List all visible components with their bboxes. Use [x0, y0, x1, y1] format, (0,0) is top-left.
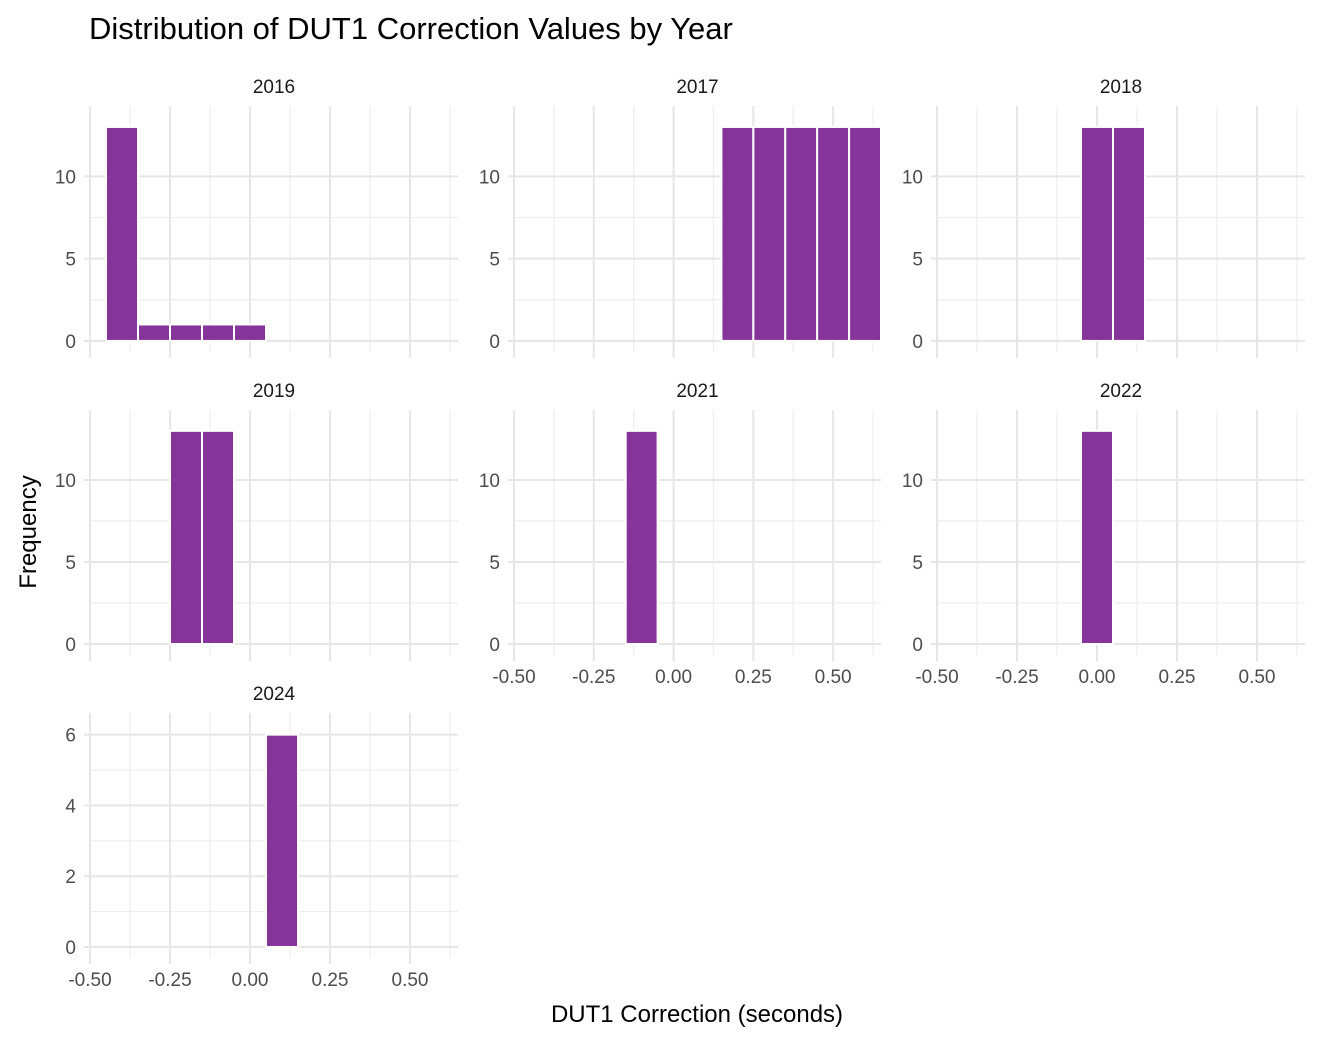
x-tick-label: 0.00	[232, 970, 269, 991]
facet-panel-2019: 0 5 10 2019	[55, 381, 458, 661]
x-tick-label: -0.25	[572, 667, 615, 688]
histogram-bar	[169, 323, 203, 342]
facet-panel-2024: 0 2 4 6 2024 -0.50 -0.25 0.00 0.25 0.50	[65, 684, 458, 991]
y-tick-label: 0	[912, 332, 923, 353]
y-tick-label: 0	[65, 332, 76, 353]
x-tick-label: 0.25	[312, 970, 349, 991]
facet-panel-2017: 0 5 10 2017	[479, 77, 883, 358]
x-tick-label: 0.25	[1159, 667, 1196, 688]
y-tick-label: 5	[912, 250, 923, 271]
x-tick-label: -0.25	[995, 667, 1038, 688]
y-tick-label: 5	[65, 250, 76, 271]
histogram-bar	[720, 125, 755, 342]
y-tick-label: 0	[912, 635, 923, 656]
histogram-bar	[233, 323, 267, 342]
histogram-bar	[784, 125, 819, 342]
histogram-bar	[848, 125, 883, 342]
histogram-bar	[201, 323, 235, 342]
y-tick-label: 10	[479, 471, 500, 492]
histogram-bar	[1080, 125, 1114, 342]
y-tick-label: 10	[902, 167, 923, 188]
x-tick-label: 0.00	[655, 667, 692, 688]
histogram-bar	[201, 429, 235, 645]
facet-strip-label: 2016	[253, 77, 295, 98]
x-tick-label: 0.25	[735, 667, 772, 688]
y-tick-label: 10	[902, 471, 923, 492]
x-tick-label: -0.50	[492, 667, 535, 688]
y-tick-label: 5	[489, 250, 500, 271]
facet-strip-label: 2018	[1100, 77, 1142, 98]
y-tick-label: 0	[65, 635, 76, 656]
x-tick-label: 0.00	[1079, 667, 1116, 688]
x-axis-title: DUT1 Correction (seconds)	[551, 1001, 843, 1028]
facet-strip-label: 2022	[1100, 381, 1142, 402]
chart-title: Distribution of DUT1 Correction Values b…	[89, 11, 733, 46]
histogram-bar	[816, 125, 851, 342]
histogram-bar	[624, 429, 659, 645]
y-tick-label: 5	[489, 553, 500, 574]
y-tick-label: 0	[489, 635, 500, 656]
y-tick-label: 10	[55, 471, 76, 492]
y-tick-label: 5	[65, 553, 76, 574]
histogram-bar	[105, 125, 139, 342]
histogram-bar	[137, 323, 171, 342]
facet-panel-2021: 0 5 10 2021 -0.50 -0.25 0.00 0.25 0.50	[479, 381, 881, 688]
y-tick-label: 2	[65, 867, 76, 888]
y-tick-label: 6	[65, 726, 76, 747]
x-tick-label: -0.50	[68, 970, 111, 991]
y-tick-label: 10	[55, 167, 76, 188]
x-tick-label: 0.50	[392, 970, 429, 991]
histogram-bar	[265, 733, 299, 948]
facet-strip-label: 2019	[253, 381, 295, 402]
x-tick-label: 0.50	[815, 667, 852, 688]
y-axis-title: Frequency	[15, 475, 42, 588]
facets-layer: 0 5 10 2016 0 5 10 2017 0 5 10 2018 0 5 10 2019 0 5 10 2021…	[55, 77, 1305, 991]
y-tick-label: 10	[479, 167, 500, 188]
histogram-bar	[1080, 429, 1114, 645]
histogram-bar	[1112, 125, 1146, 342]
x-tick-label: -0.25	[148, 970, 191, 991]
facet-strip-label: 2021	[676, 381, 718, 402]
facet-panel-2018: 0 5 10 2018	[902, 77, 1305, 358]
x-tick-label: -0.50	[915, 667, 958, 688]
x-tick-label: 0.50	[1239, 667, 1276, 688]
y-tick-label: 5	[912, 553, 923, 574]
y-tick-label: 0	[65, 938, 76, 959]
y-tick-label: 4	[65, 796, 76, 817]
y-tick-label: 0	[489, 332, 500, 353]
histogram-bar	[169, 429, 203, 645]
facet-panel-2022: 0 5 10 2022 -0.50 -0.25 0.00 0.25 0.50	[902, 381, 1305, 688]
facet-panel-2016: 0 5 10 2016	[55, 77, 458, 358]
facet-strip-label: 2024	[253, 684, 296, 705]
histogram-bar	[752, 125, 787, 342]
facet-strip-label: 2017	[676, 77, 718, 98]
